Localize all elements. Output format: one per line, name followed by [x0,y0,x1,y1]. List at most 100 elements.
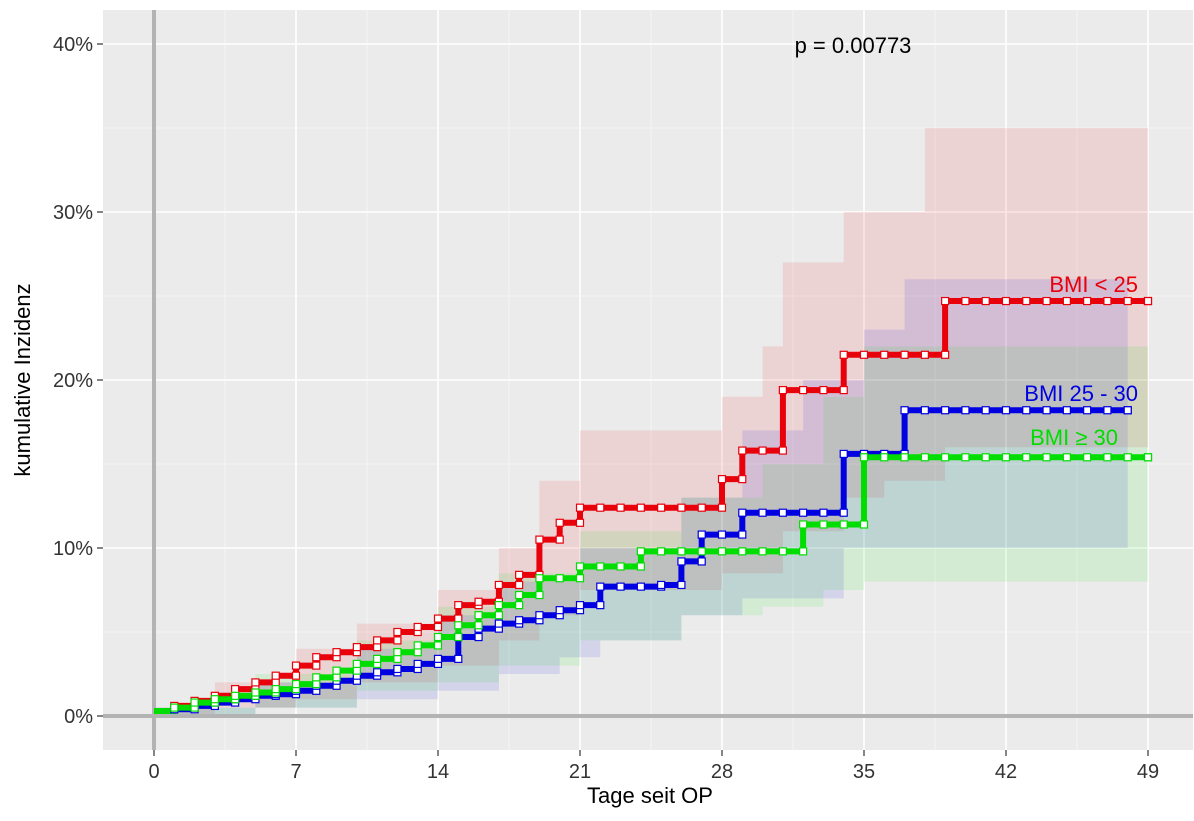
censor-markers [170,296,1153,714]
marker-bmi-30 [393,654,402,663]
marker-bmi-25-30 [494,619,503,628]
marker-bmi-25 [697,503,706,512]
marker-bmi-25-30 [839,508,848,517]
marker-bmi-30 [575,562,585,571]
marker-bmi-30 [332,666,341,675]
marker-bmi-25-30 [920,406,929,415]
marker-bmi-30 [758,547,767,556]
marker-bmi-25 [312,653,321,662]
marker-bmi-25 [636,503,645,512]
marker-bmi-25 [515,570,524,579]
marker-bmi-30 [231,691,240,700]
marker-bmi-25 [1062,296,1071,306]
marker-bmi-25 [1042,296,1051,306]
marker-bmi-25 [981,296,990,306]
marker-bmi-25 [251,678,260,687]
marker-bmi-30 [1143,453,1153,462]
marker-bmi-25 [616,503,625,512]
marker-bmi-25-30 [474,632,483,642]
marker-bmi-30 [880,453,889,462]
marker-bmi-30 [352,659,361,669]
marker-bmi-30 [596,562,605,571]
marker-bmi-25-30 [778,508,787,517]
marker-bmi-25 [1123,296,1132,306]
marker-bmi-25-30 [738,530,747,539]
marker-bmi-25-30 [758,508,767,517]
marker-bmi-25 [393,636,402,645]
marker-bmi-25 [575,518,585,527]
series-label-bmi-25-30: BMI 25 - 30 [1024,381,1138,406]
marker-bmi-25 [413,622,422,632]
marker-bmi-30 [819,520,828,529]
y-tick-label: 20% [53,370,93,392]
marker-bmi-25 [433,622,443,632]
marker-bmi-25 [352,643,361,652]
marker-bmi-25-30 [697,557,706,566]
marker-bmi-30 [454,621,463,630]
marker-bmi-25-30 [799,508,808,517]
marker-bmi-30 [799,547,808,556]
x-tick-label: 7 [290,761,301,783]
marker-bmi-25 [677,503,686,512]
marker-bmi-25 [555,518,564,527]
marker-bmi-30 [1062,453,1071,462]
ci-band-bmi-25-30 [154,279,1128,716]
marker-bmi-30 [1123,453,1132,462]
x-tick-label: 14 [427,761,449,783]
marker-bmi-25 [859,350,869,359]
marker-bmi-30 [332,673,341,682]
x-tick-label: 49 [1137,761,1159,783]
marker-bmi-25 [271,671,280,680]
marker-bmi-25 [454,601,463,610]
marker-bmi-25-30 [941,406,950,415]
marker-bmi-25-30 [1001,406,1011,415]
x-axis-title: Tage seit OP [587,783,713,808]
marker-bmi-25 [717,503,727,512]
marker-bmi-25-30 [677,580,686,590]
ci-band-bmi-30 [154,346,1148,716]
series-label-bmi-under-25: BMI < 25 [1049,272,1138,297]
y-tick-label: 0% [64,706,93,728]
marker-bmi-30 [413,641,422,650]
marker-bmi-25-30 [1022,406,1031,415]
marker-bmi-30 [859,520,869,529]
marker-bmi-30 [1022,453,1031,462]
marker-bmi-30 [494,611,503,620]
marker-bmi-25 [657,503,666,512]
marker-bmi-25-30 [433,654,443,663]
marker-bmi-30 [271,685,280,694]
marker-bmi-30 [697,547,706,556]
y-tick-label: 40% [53,34,93,56]
marker-bmi-25 [961,296,970,306]
series-label-bmi-over-30: BMI ≥ 30 [1030,425,1118,450]
marker-bmi-30 [352,666,361,675]
marker-bmi-30 [433,641,443,650]
marker-bmi-30 [961,453,970,462]
marker-bmi-30 [433,632,443,642]
marker-bmi-25 [778,385,787,395]
marker-bmi-25-30 [555,606,564,615]
x-tick-label: 21 [569,761,591,783]
marker-bmi-25-30 [717,530,727,539]
marker-bmi-25-30 [981,406,990,415]
marker-bmi-25 [312,661,321,670]
marker-bmi-30 [312,679,321,689]
marker-bmi-25 [373,643,382,652]
marker-bmi-30 [515,590,524,600]
marker-bmi-30 [799,520,808,529]
marker-bmi-25-30 [575,601,585,610]
marker-bmi-25 [535,535,544,544]
zero-lines [103,10,1193,750]
ci-band-bmi-25 [154,128,1148,716]
marker-bmi-25-30 [413,659,422,669]
marker-bmi-30 [474,621,483,630]
x-tick-label: 0 [148,761,159,783]
marker-bmi-25-30 [393,664,402,674]
marker-bmi-30 [1103,453,1112,462]
marker-bmi-30 [1042,453,1051,462]
marker-bmi-25 [575,503,585,512]
marker-bmi-25 [231,685,240,694]
marker-bmi-25-30 [677,557,686,566]
marker-bmi-25-30 [1123,406,1132,415]
